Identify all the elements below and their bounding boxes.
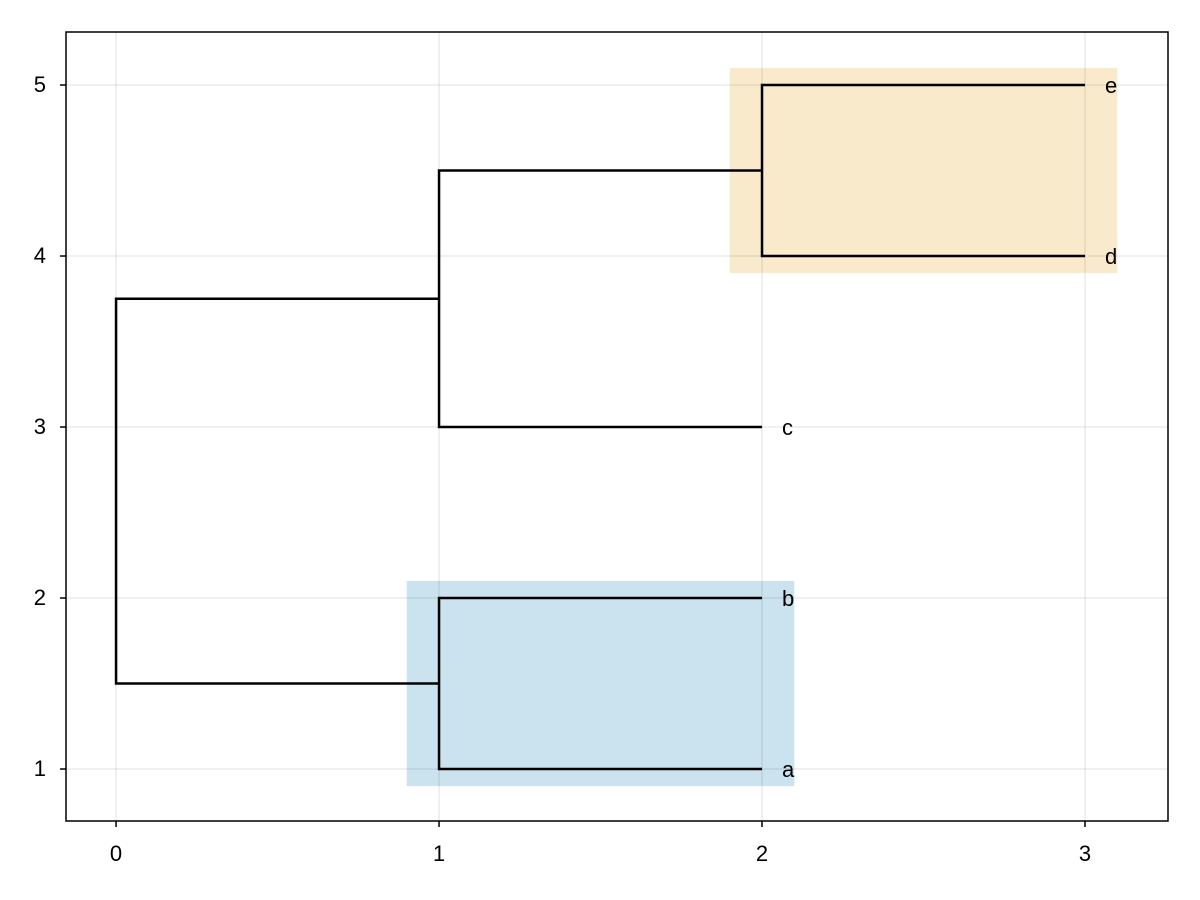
leaf-label: e [1105,73,1117,98]
x-tick-label: 3 [1079,841,1091,866]
y-tick-label: 3 [34,414,46,439]
leaf-label: b [782,586,794,611]
x-tick-label: 2 [756,841,768,866]
y-tick-label: 2 [34,585,46,610]
highlight-box [406,580,795,787]
y-tick-label: 1 [34,756,46,781]
y-tick-label: 4 [34,243,46,268]
x-tick-label: 0 [110,841,122,866]
y-tick-label: 5 [34,72,46,97]
dendrogram-link [437,169,763,429]
dendrogram-link [114,297,440,685]
leaf-label: c [782,415,793,440]
leaf-label: a [782,757,795,782]
highlight-box [729,67,1118,274]
x-tick-label: 1 [433,841,445,866]
leaf-label: d [1105,244,1117,269]
